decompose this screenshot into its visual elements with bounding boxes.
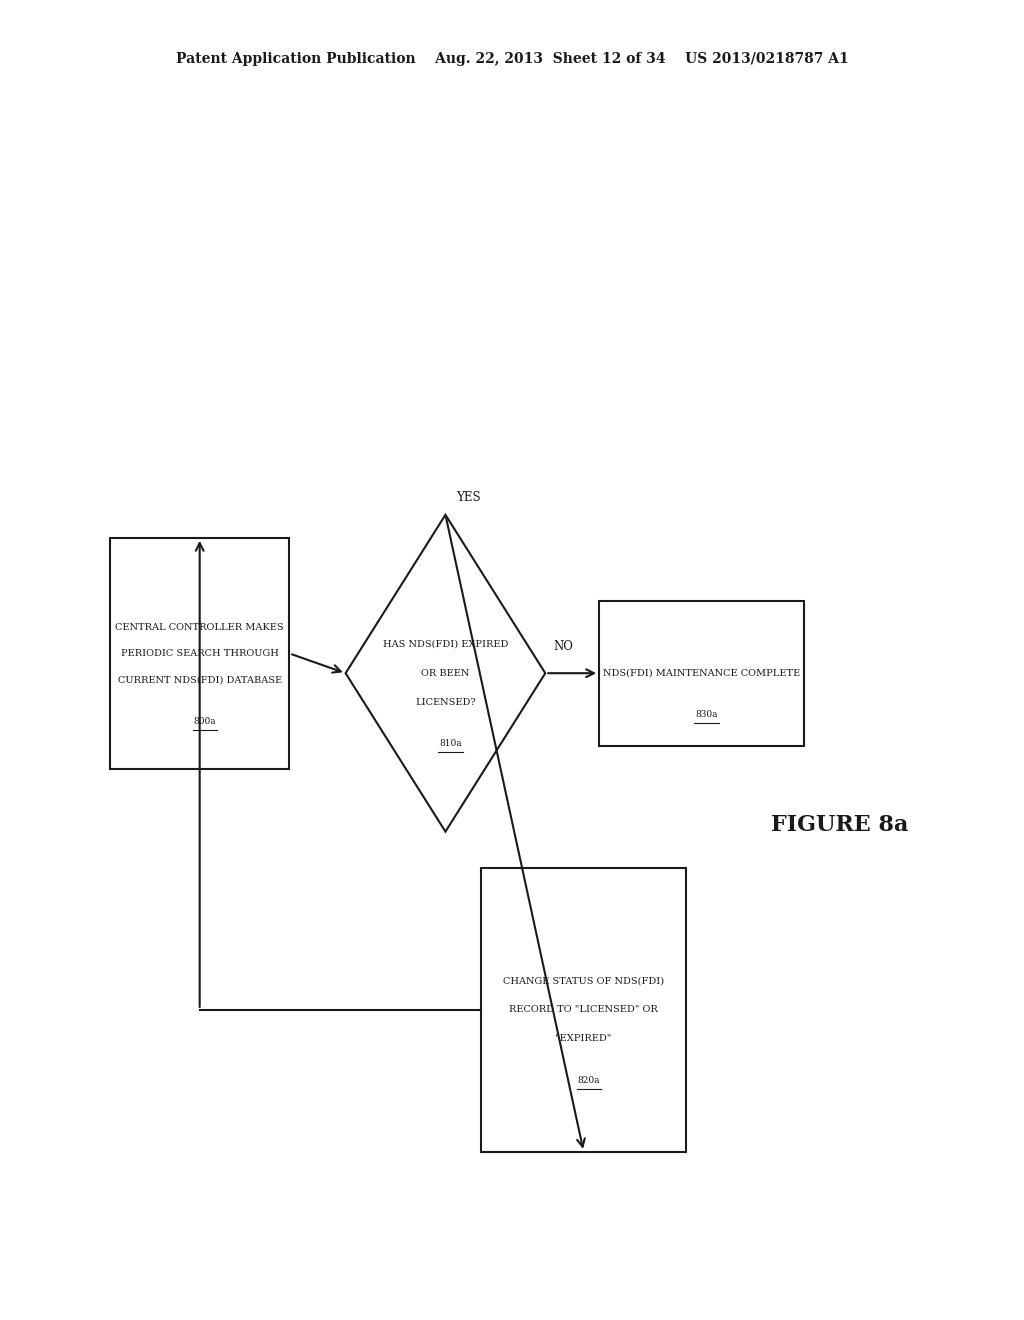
Bar bbox=[111, 537, 289, 768]
Bar bbox=[481, 869, 686, 1151]
Bar bbox=[599, 601, 804, 746]
Polygon shape bbox=[346, 515, 545, 832]
Text: HAS NDS(FDI) EXPIRED: HAS NDS(FDI) EXPIRED bbox=[383, 640, 508, 648]
Text: YES: YES bbox=[456, 491, 480, 504]
Text: PERIODIC SEARCH THROUGH: PERIODIC SEARCH THROUGH bbox=[121, 649, 279, 657]
Text: "EXPIRED": "EXPIRED" bbox=[555, 1035, 612, 1043]
Text: NO: NO bbox=[553, 640, 573, 653]
Text: NDS(FDI) MAINTENANCE COMPLETE: NDS(FDI) MAINTENANCE COMPLETE bbox=[603, 669, 800, 677]
Text: 810a: 810a bbox=[439, 739, 462, 748]
Text: CHANGE STATUS OF NDS(FDI): CHANGE STATUS OF NDS(FDI) bbox=[503, 977, 665, 985]
Text: Patent Application Publication    Aug. 22, 2013  Sheet 12 of 34    US 2013/02187: Patent Application Publication Aug. 22, … bbox=[176, 53, 848, 66]
Text: 820a: 820a bbox=[578, 1076, 600, 1085]
Text: LICENSED?: LICENSED? bbox=[415, 698, 476, 706]
Text: 830a: 830a bbox=[695, 710, 718, 719]
Text: CURRENT NDS(FDI) DATABASE: CURRENT NDS(FDI) DATABASE bbox=[118, 676, 282, 684]
Text: CENTRAL CONTROLLER MAKES: CENTRAL CONTROLLER MAKES bbox=[116, 623, 284, 631]
Text: 800a: 800a bbox=[194, 717, 216, 726]
Text: RECORD TO "LICENSED" OR: RECORD TO "LICENSED" OR bbox=[509, 1006, 658, 1014]
Text: FIGURE 8a: FIGURE 8a bbox=[771, 814, 908, 836]
Text: OR BEEN: OR BEEN bbox=[421, 669, 470, 677]
